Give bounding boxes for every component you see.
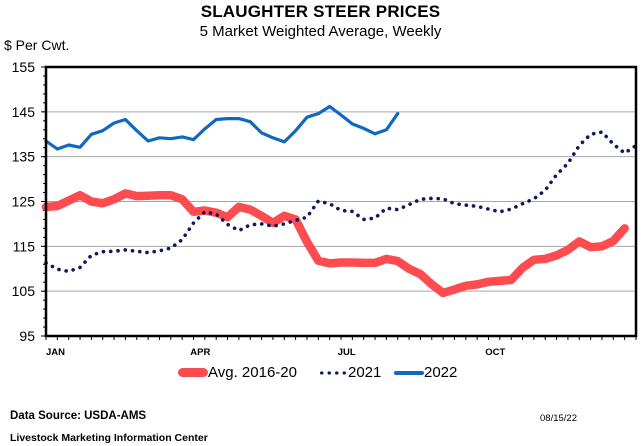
legend-swatch-2021 xyxy=(318,370,348,375)
legend: Avg. 2016-20 2021 2022 xyxy=(0,364,641,388)
x-tick-label: JUL xyxy=(338,347,356,358)
y-tick-label: 115 xyxy=(13,238,36,254)
legend-swatch-2022 xyxy=(394,370,424,375)
data-source: Data Source: USDA-AMS xyxy=(10,410,147,422)
gridlines xyxy=(46,111,636,292)
legend-swatch-avg xyxy=(178,368,208,377)
y-tick-label: 135 xyxy=(12,149,36,165)
chart-subtitle: 5 Market Weighted Average, Weekly xyxy=(199,23,442,40)
y-axis-label: $ Per Cwt. xyxy=(4,37,70,53)
x-tick-label: JAN xyxy=(46,347,65,358)
x-axis-ticks: JAN APR JUL OCT xyxy=(45,336,637,358)
x-tick-label: APR xyxy=(190,347,210,358)
organization: Livestock Marketing Information Center xyxy=(10,432,208,444)
y-tick-label: 155 xyxy=(12,59,36,75)
y-axis-ticks: 95 105 115 125 135 145 155 xyxy=(12,59,46,344)
series-0 xyxy=(41,189,629,298)
report-date: 08/15/22 xyxy=(540,413,577,424)
y-tick-label: 95 xyxy=(19,328,35,344)
chart-title: SLAUGHTER STEER PRICES xyxy=(200,2,441,21)
y-tick-label: 105 xyxy=(12,283,36,299)
series-line-avg-2016-20 xyxy=(41,189,629,298)
x-tick-label: OCT xyxy=(485,347,505,358)
y-tick-label: 125 xyxy=(12,194,36,210)
legend-label-2022: 2022 xyxy=(424,364,458,381)
plot-frame xyxy=(44,65,638,338)
series-line-2022 xyxy=(44,104,400,151)
legend-item-2022: 2022 xyxy=(394,364,457,381)
y-tick-label: 145 xyxy=(12,104,36,120)
legend-label-avg: Avg. 2016-20 xyxy=(208,364,297,381)
legend-label-2021: 2021 xyxy=(348,364,382,381)
series-layer xyxy=(41,104,638,298)
series-2 xyxy=(44,104,400,151)
legend-item-avg: Avg. 2016-20 xyxy=(178,364,297,381)
legend-item-2021: 2021 xyxy=(318,364,381,381)
